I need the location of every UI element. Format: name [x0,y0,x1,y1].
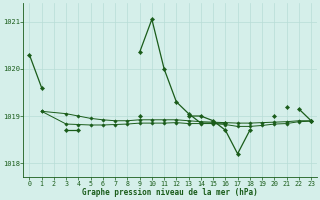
X-axis label: Graphe pression niveau de la mer (hPa): Graphe pression niveau de la mer (hPa) [82,188,258,197]
